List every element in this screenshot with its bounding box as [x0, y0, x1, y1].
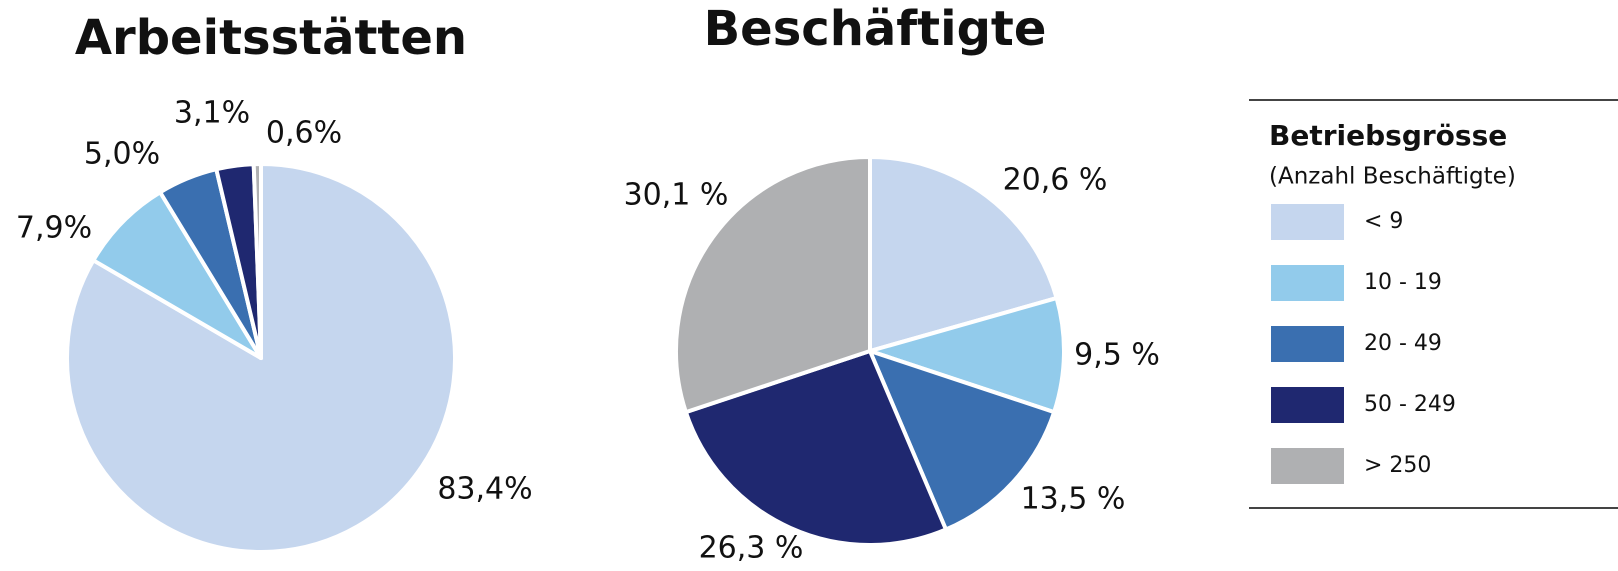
legend-label: 50 - 249	[1364, 392, 1456, 417]
legend-swatch	[1271, 387, 1344, 423]
legend-label: < 9	[1364, 209, 1403, 234]
data-label: 30,1 %	[624, 178, 729, 213]
legend-label: 10 - 19	[1364, 270, 1442, 295]
data-label: 13,5 %	[1021, 482, 1126, 517]
pie-slice	[868, 155, 1059, 353]
data-label: 83,4%	[437, 472, 532, 507]
data-label: 3,1%	[174, 96, 250, 131]
pie-slice	[683, 349, 948, 547]
legend-swatch	[1271, 448, 1344, 484]
legend-swatch	[1271, 265, 1344, 301]
data-label: 7,9%	[16, 211, 92, 246]
legend-swatch	[1271, 326, 1344, 362]
pie-slice	[251, 162, 263, 360]
legend-swatch	[1271, 204, 1344, 240]
pie-slice	[868, 296, 1066, 415]
legend-label: > 250	[1364, 453, 1431, 478]
legend-subtitle: (Anzahl Beschäftigte)	[1269, 164, 1516, 190]
data-label: 5,0%	[84, 137, 160, 172]
pie-slice	[674, 155, 872, 415]
chart-title: Arbeitsstätten	[75, 10, 467, 66]
data-label: 0,6%	[266, 116, 342, 151]
pie-slice	[868, 349, 1057, 532]
legend-title: Betriebsgrösse	[1269, 119, 1507, 152]
legend-label: 20 - 49	[1364, 331, 1442, 356]
data-label: 26,3 %	[699, 531, 804, 566]
chart-title: Beschäftigte	[704, 1, 1047, 57]
data-label: 20,6 %	[1003, 163, 1108, 198]
data-label: 9,5 %	[1074, 338, 1160, 373]
